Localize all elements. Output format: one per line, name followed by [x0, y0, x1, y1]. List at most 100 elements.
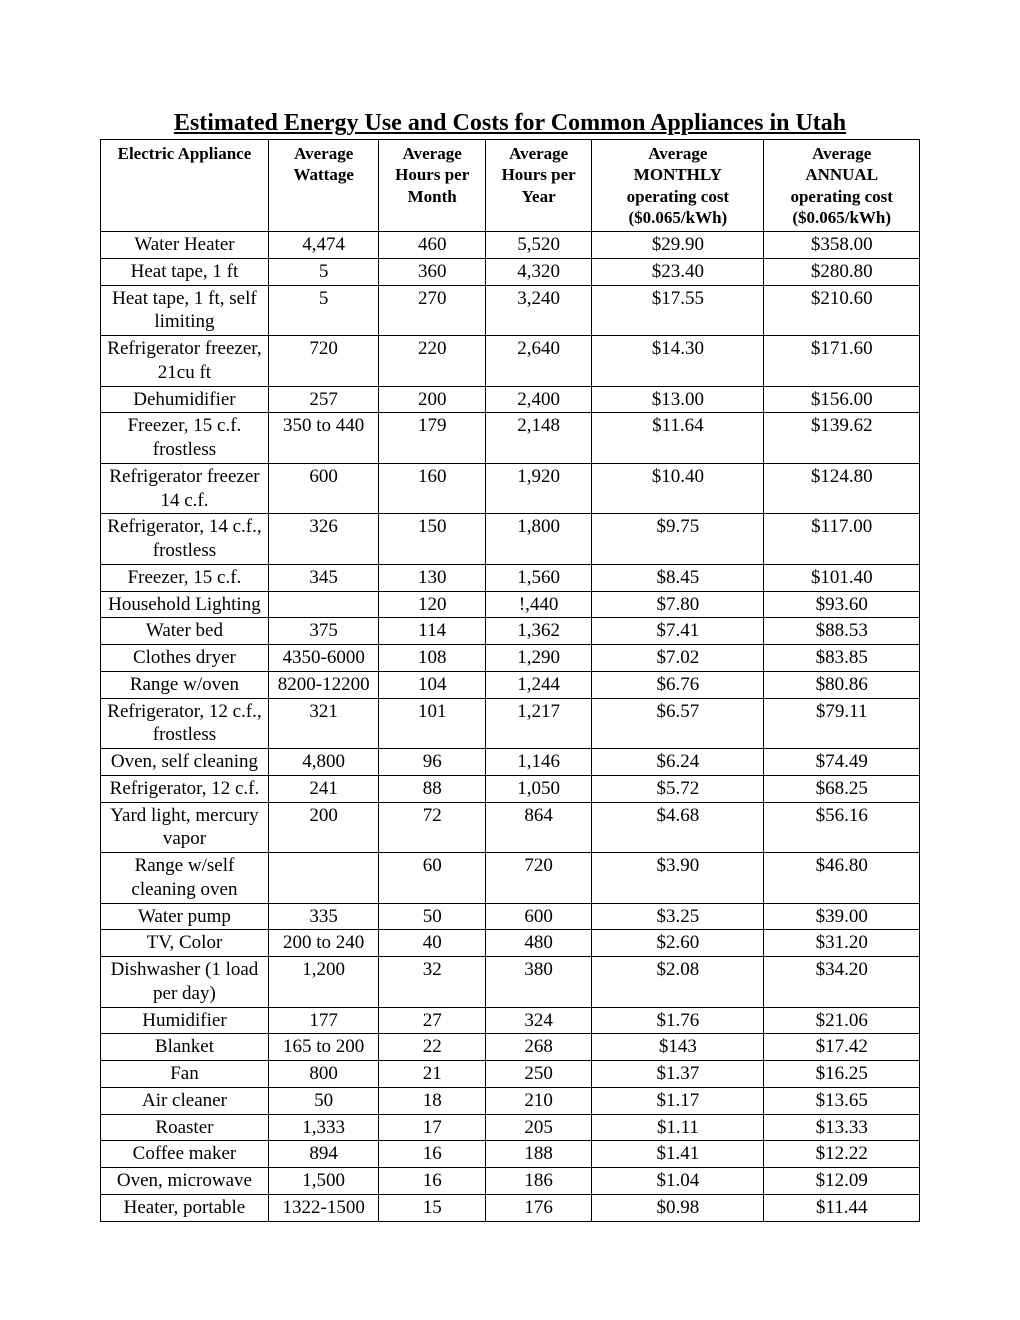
- table-cell: Range w/self cleaning oven: [101, 853, 269, 904]
- table-cell: $17.55: [592, 285, 764, 336]
- table-header: Electric Appliance AverageWattage Averag…: [101, 140, 920, 232]
- table-row: TV, Color200 to 24040480$2.60$31.20: [101, 930, 920, 957]
- table-cell: $7.80: [592, 591, 764, 618]
- table-cell: 600: [268, 463, 379, 514]
- table-cell: 1322-1500: [268, 1194, 379, 1221]
- table-cell: 179: [379, 413, 485, 464]
- table-cell: $83.85: [764, 645, 920, 672]
- table-cell: $280.80: [764, 258, 920, 285]
- table-cell: 2,148: [485, 413, 591, 464]
- table-cell: 5: [268, 258, 379, 285]
- table-cell: Dehumidifier: [101, 386, 269, 413]
- table-cell: $56.16: [764, 802, 920, 853]
- table-cell: Water Heater: [101, 232, 269, 259]
- table-cell: 96: [379, 749, 485, 776]
- table-cell: Blanket: [101, 1034, 269, 1061]
- table-cell: 894: [268, 1141, 379, 1168]
- table-cell: $12.22: [764, 1141, 920, 1168]
- table-cell: Refrigerator, 12 c.f., frostless: [101, 698, 269, 749]
- table-cell: 120: [379, 591, 485, 618]
- table-cell: 5: [268, 285, 379, 336]
- table-row: Refrigerator, 12 c.f.241881,050$5.72$68.…: [101, 775, 920, 802]
- table-cell: 2,640: [485, 336, 591, 387]
- table-cell: $34.20: [764, 957, 920, 1008]
- table-cell: !,440: [485, 591, 591, 618]
- table-cell: $5.72: [592, 775, 764, 802]
- table-row: Coffee maker89416188$1.41$12.22: [101, 1141, 920, 1168]
- table-row: Refrigerator freezer 14 c.f.6001601,920$…: [101, 463, 920, 514]
- table-cell: $23.40: [592, 258, 764, 285]
- table-cell: 1,920: [485, 463, 591, 514]
- table-cell: $139.62: [764, 413, 920, 464]
- table-cell: $93.60: [764, 591, 920, 618]
- table-row: Dishwasher (1 load per day)1,20032380$2.…: [101, 957, 920, 1008]
- table-cell: 1,333: [268, 1114, 379, 1141]
- table-row: Range w/self cleaning oven60720$3.90$46.…: [101, 853, 920, 904]
- table-cell: $80.86: [764, 671, 920, 698]
- table-cell: Humidifier: [101, 1007, 269, 1034]
- table-row: Heat tape, 1 ft, self limiting52703,240$…: [101, 285, 920, 336]
- table-cell: 18: [379, 1087, 485, 1114]
- table-cell: $143: [592, 1034, 764, 1061]
- table-cell: 1,050: [485, 775, 591, 802]
- table-cell: 720: [485, 853, 591, 904]
- table-cell: 15: [379, 1194, 485, 1221]
- page-title: Estimated Energy Use and Costs for Commo…: [100, 110, 920, 137]
- table-cell: 1,362: [485, 618, 591, 645]
- table-cell: 21: [379, 1061, 485, 1088]
- table-cell: Yard light, mercury vapor: [101, 802, 269, 853]
- table-row: Oven, self cleaning4,800961,146$6.24$74.…: [101, 749, 920, 776]
- table-cell: $6.76: [592, 671, 764, 698]
- table-cell: $3.90: [592, 853, 764, 904]
- col-header-monthly-cost: AverageMONTHLYoperating cost($0.065/kWh): [592, 140, 764, 232]
- table-cell: 4350-6000: [268, 645, 379, 672]
- table-row: Clothes dryer4350-60001081,290$7.02$83.8…: [101, 645, 920, 672]
- table-cell: $8.45: [592, 564, 764, 591]
- table-cell: 40: [379, 930, 485, 957]
- table-cell: 72: [379, 802, 485, 853]
- table-cell: 4,474: [268, 232, 379, 259]
- table-row: Freezer, 15 c.f.3451301,560$8.45$101.40: [101, 564, 920, 591]
- table-cell: 176: [485, 1194, 591, 1221]
- table-row: Water pump33550600$3.25$39.00: [101, 903, 920, 930]
- table-cell: $9.75: [592, 514, 764, 565]
- table-cell: Coffee maker: [101, 1141, 269, 1168]
- table-cell: Clothes dryer: [101, 645, 269, 672]
- table-cell: 1,200: [268, 957, 379, 1008]
- table-row: Roaster1,33317205$1.11$13.33: [101, 1114, 920, 1141]
- table-cell: Refrigerator freezer, 21cu ft: [101, 336, 269, 387]
- table-cell: Household Lighting: [101, 591, 269, 618]
- table-cell: 720: [268, 336, 379, 387]
- table-cell: Air cleaner: [101, 1087, 269, 1114]
- table-cell: $171.60: [764, 336, 920, 387]
- table-cell: 22: [379, 1034, 485, 1061]
- table-cell: $74.49: [764, 749, 920, 776]
- table-cell: Oven, microwave: [101, 1168, 269, 1195]
- table-cell: $16.25: [764, 1061, 920, 1088]
- table-row: Range w/oven8200-122001041,244$6.76$80.8…: [101, 671, 920, 698]
- table-cell: Water pump: [101, 903, 269, 930]
- table-row: Yard light, mercury vapor20072864$4.68$5…: [101, 802, 920, 853]
- table-cell: 200: [268, 802, 379, 853]
- table-cell: 360: [379, 258, 485, 285]
- table-cell: $156.00: [764, 386, 920, 413]
- table-cell: $101.40: [764, 564, 920, 591]
- table-cell: 1,560: [485, 564, 591, 591]
- table-cell: 380: [485, 957, 591, 1008]
- table-cell: 250: [485, 1061, 591, 1088]
- table-cell: $13.33: [764, 1114, 920, 1141]
- table-cell: $3.25: [592, 903, 764, 930]
- table-cell: 1,146: [485, 749, 591, 776]
- table-cell: $17.42: [764, 1034, 920, 1061]
- table-cell: $1.17: [592, 1087, 764, 1114]
- col-header-hours-month: AverageHours perMonth: [379, 140, 485, 232]
- table-cell: 108: [379, 645, 485, 672]
- appliance-cost-table: Electric Appliance AverageWattage Averag…: [100, 139, 920, 1222]
- table-cell: [268, 591, 379, 618]
- table-cell: 50: [268, 1087, 379, 1114]
- table-cell: $46.80: [764, 853, 920, 904]
- table-cell: 165 to 200: [268, 1034, 379, 1061]
- table-cell: $21.06: [764, 1007, 920, 1034]
- table-row: Freezer, 15 c.f. frostless350 to 4401792…: [101, 413, 920, 464]
- table-cell: $88.53: [764, 618, 920, 645]
